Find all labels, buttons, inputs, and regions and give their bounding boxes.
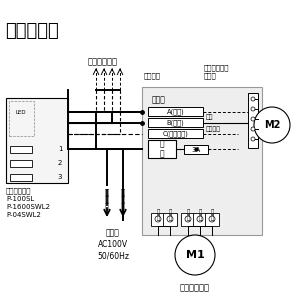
Text: M2: M2 bbox=[264, 120, 280, 130]
Text: モ
モ: モ モ bbox=[156, 209, 160, 220]
Text: 2: 2 bbox=[58, 160, 62, 166]
Text: ク
ロ: ク ロ bbox=[168, 209, 172, 220]
Bar bbox=[10, 174, 32, 181]
Text: B(共通): B(共通) bbox=[167, 119, 184, 126]
Bar bbox=[163, 213, 177, 226]
Bar bbox=[10, 146, 32, 153]
Bar bbox=[193, 213, 207, 226]
Text: A(急速): A(急速) bbox=[167, 108, 184, 115]
Circle shape bbox=[209, 216, 215, 222]
Circle shape bbox=[251, 107, 255, 111]
Text: 別売スイッチ
P-100SL
P-1600SWL2
P-04SWL2: 別売スイッチ P-100SL P-1600SWL2 P-04SWL2 bbox=[6, 187, 50, 218]
Text: シ
ロ: シ ロ bbox=[210, 209, 214, 220]
Circle shape bbox=[175, 235, 215, 275]
Bar bbox=[151, 213, 165, 226]
Bar bbox=[184, 145, 208, 154]
Text: 送風用電動機: 送風用電動機 bbox=[180, 283, 210, 292]
Bar bbox=[148, 129, 203, 138]
Bar bbox=[181, 213, 195, 226]
Circle shape bbox=[155, 216, 161, 222]
Text: 電源基板: 電源基板 bbox=[144, 72, 161, 79]
Text: ヒューズ: ヒューズ bbox=[206, 126, 221, 132]
Text: C(ロスナイ): C(ロスナイ) bbox=[163, 130, 188, 137]
Text: 1: 1 bbox=[58, 146, 62, 152]
Text: 電
源: 電 源 bbox=[160, 140, 164, 158]
Text: ア
カ: ア カ bbox=[186, 209, 190, 220]
Text: 接
地
側: 接 地 側 bbox=[121, 188, 125, 209]
Circle shape bbox=[254, 107, 290, 143]
Text: 3A: 3A bbox=[191, 146, 201, 152]
Bar bbox=[248, 93, 258, 148]
Circle shape bbox=[197, 216, 203, 222]
Bar bbox=[142, 87, 262, 235]
Bar bbox=[148, 107, 203, 116]
Text: ２台目以降へ: ２台目以降へ bbox=[88, 57, 118, 66]
Circle shape bbox=[251, 117, 255, 121]
Circle shape bbox=[185, 216, 191, 222]
Text: 《結線図》: 《結線図》 bbox=[5, 22, 59, 40]
Bar bbox=[10, 160, 32, 167]
Text: 3: 3 bbox=[58, 174, 62, 180]
Circle shape bbox=[251, 127, 255, 131]
Circle shape bbox=[251, 137, 255, 141]
Bar bbox=[205, 213, 219, 226]
Text: シャッター用
電動機: シャッター用 電動機 bbox=[204, 65, 230, 79]
Bar bbox=[148, 118, 203, 127]
Text: 電源: 電源 bbox=[206, 114, 214, 120]
Text: ア
オ: ア オ bbox=[198, 209, 202, 220]
Text: 端子台: 端子台 bbox=[152, 95, 166, 104]
Bar bbox=[6, 98, 68, 183]
Bar bbox=[9, 101, 34, 136]
Circle shape bbox=[167, 216, 173, 222]
Text: 電　源
AC100V
50/60Hz: 電 源 AC100V 50/60Hz bbox=[97, 228, 129, 261]
Bar bbox=[148, 140, 176, 158]
Text: M1: M1 bbox=[186, 250, 204, 260]
Text: 電
圧
側: 電 圧 側 bbox=[105, 188, 109, 209]
Circle shape bbox=[251, 97, 255, 101]
Text: LED: LED bbox=[16, 110, 26, 115]
